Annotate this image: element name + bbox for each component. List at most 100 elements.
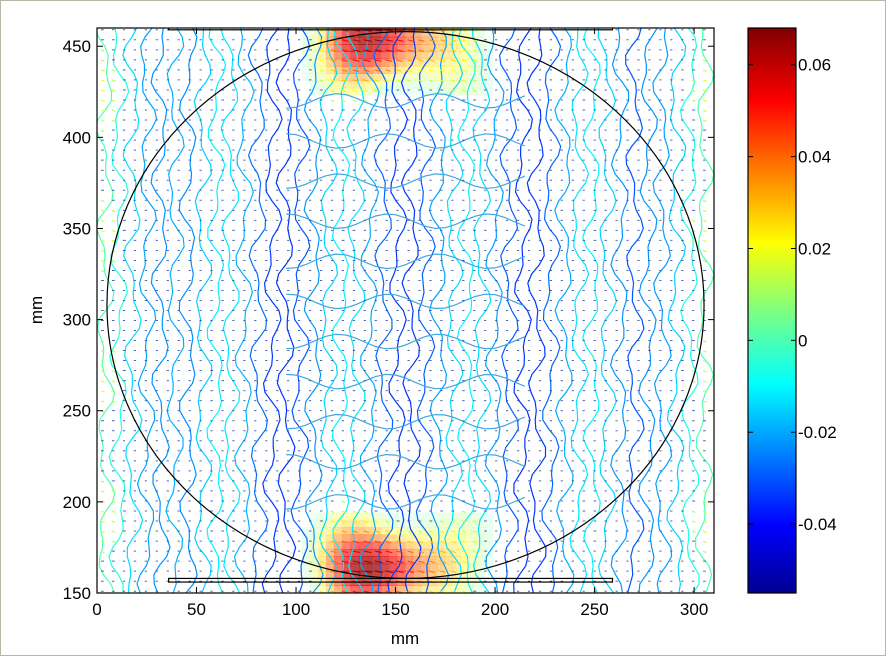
vector-arrow — [691, 239, 696, 243]
heat-cell — [365, 548, 374, 557]
heat-cell — [461, 607, 469, 615]
vector-arrow — [451, 570, 457, 574]
heat-cell — [445, 36, 454, 45]
heat-cell — [309, 570, 318, 579]
vector-arrow — [111, 540, 116, 544]
contour-line — [286, 213, 526, 230]
circle-boundary — [106, 31, 705, 580]
heat-cell — [461, 73, 470, 82]
vector-arrow — [440, 570, 446, 574]
heat-cell — [317, 29, 326, 38]
heat-cell — [477, 512, 486, 521]
vector-arrow — [100, 209, 105, 213]
vector-arrow — [418, 570, 425, 574]
vector-arrow — [702, 199, 707, 203]
vector-arrow — [451, 560, 457, 564]
heat-cell — [333, 44, 342, 53]
heat-cell — [349, 80, 358, 89]
heat-cell — [429, 519, 438, 528]
vector-arrow — [111, 99, 116, 103]
vector-arrow — [702, 350, 707, 353]
heat-cell — [326, 622, 334, 630]
vector-arrow — [396, 59, 403, 62]
heat-cell — [421, 556, 430, 565]
heat-cell — [309, 65, 318, 74]
vector-arrow — [472, 39, 477, 42]
heat-cell — [477, 548, 486, 557]
heat-cell — [445, 8, 453, 16]
contour-line — [286, 93, 526, 109]
heat-cell — [365, 563, 374, 572]
heat-cell — [477, 15, 485, 23]
heat-cell — [373, 527, 382, 536]
heat-cell — [357, 28, 366, 31]
heat-cell — [477, 8, 485, 16]
vector-arrow — [385, 560, 394, 564]
vector-arrow — [111, 520, 116, 524]
heat-cell — [341, 58, 350, 67]
heat-cell — [317, 534, 326, 543]
vector-arrow — [429, 540, 434, 544]
vector-arrow — [100, 400, 105, 403]
heat-cell — [317, 585, 326, 593]
vector-arrow — [352, 540, 360, 544]
heat-cell — [366, 8, 374, 16]
heat-cell — [301, 570, 310, 579]
heat-cell — [437, 534, 446, 543]
vector-arrow — [702, 410, 707, 413]
heat-cell — [469, 512, 478, 521]
heat-cell — [358, 622, 366, 630]
vector-arrow — [374, 520, 379, 524]
heat-cell — [301, 556, 310, 565]
heat-cell — [373, 541, 382, 550]
heat-cell — [357, 519, 366, 528]
vector-arrow — [352, 510, 357, 514]
heat-cell — [309, 73, 318, 82]
contour-line — [122, 28, 144, 593]
heat-cell — [405, 541, 414, 550]
vector-arrow — [451, 69, 456, 72]
heat-cell — [429, 0, 437, 8]
heat-cell — [453, 600, 461, 608]
vector-arrow — [418, 69, 423, 72]
vector-arrow — [385, 550, 393, 554]
vector-arrow — [691, 530, 696, 533]
vector-arrow — [407, 59, 414, 62]
heat-cell — [445, 28, 454, 31]
vector-arrow — [374, 79, 380, 82]
contour-line — [498, 28, 519, 593]
heat-cell — [437, 519, 446, 528]
heat-cell — [365, 541, 374, 550]
vector-arrow — [385, 49, 393, 52]
heat-cell — [429, 73, 438, 82]
heat-cell — [389, 80, 398, 89]
heat-cell — [453, 622, 461, 630]
heat-cell — [381, 556, 390, 565]
heat-cell — [453, 15, 461, 23]
heat-cell — [317, 65, 326, 74]
vector-arrow — [319, 39, 325, 42]
heat-cell — [325, 73, 334, 82]
heat-cell — [390, 0, 398, 8]
heat-cell — [413, 65, 422, 74]
vector-arrow — [374, 550, 383, 554]
heat-cell — [318, 622, 326, 630]
heat-cell — [469, 548, 478, 557]
heat-cell — [421, 0, 429, 1]
vector-arrow — [111, 370, 116, 373]
vector-arrow — [330, 89, 335, 93]
heat-cell — [453, 563, 462, 572]
vector-arrow — [702, 380, 707, 383]
heat-cell — [325, 58, 334, 67]
heat-cell — [317, 592, 326, 593]
heat-cell — [397, 570, 406, 579]
heat-cell — [365, 585, 374, 593]
heat-cell — [429, 570, 438, 579]
heat-cell — [469, 8, 477, 16]
vector-field — [100, 29, 714, 593]
heat-cell — [301, 29, 310, 38]
heat-cell — [341, 512, 350, 521]
heat-cell — [318, 15, 326, 23]
heat-cell — [365, 44, 374, 53]
heat-cell — [413, 570, 422, 579]
